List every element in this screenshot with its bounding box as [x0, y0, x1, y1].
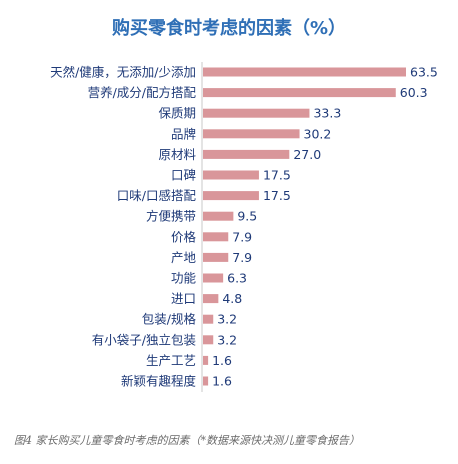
category-label: 原材料	[158, 147, 196, 162]
category-label: 营养/成分/配方搭配	[88, 85, 197, 100]
bar	[203, 67, 406, 77]
bar	[203, 314, 214, 324]
value-label: 30.2	[304, 126, 332, 141]
bar	[203, 252, 229, 262]
bar	[203, 108, 310, 118]
category-label: 口味/口感搭配	[117, 188, 197, 203]
category-label: 天然/健康，无添加/少添加	[50, 65, 196, 80]
category-label: 新颖有趣程度	[121, 374, 197, 389]
value-label: 3.2	[217, 312, 237, 327]
value-label: 1.6	[212, 353, 232, 368]
value-label: 9.5	[237, 209, 257, 224]
category-label: 进口	[171, 291, 196, 306]
bar	[203, 88, 396, 98]
value-label: 17.5	[263, 188, 291, 203]
bar	[203, 211, 234, 221]
bar	[203, 273, 224, 283]
bar-chart: 天然/健康，无添加/少添加 63.5 营养/成分/配方搭配 60.3 保质期 33.3 品牌…	[50, 62, 438, 392]
bar	[203, 335, 214, 345]
value-label: 27.0	[293, 147, 321, 162]
bar	[203, 191, 259, 201]
bar	[203, 170, 259, 180]
value-label: 1.6	[212, 374, 232, 389]
value-label: 63.5	[410, 65, 438, 80]
figure-caption: 图4 家长购买儿童零食时考虑的因素（*数据来源快决测儿童零食报告）	[14, 434, 360, 447]
bar	[203, 294, 219, 304]
category-label: 价格	[171, 229, 197, 244]
category-label: 有小袋子/独立包装	[92, 332, 196, 347]
category-label: 方便携带	[146, 209, 196, 224]
bar	[203, 355, 209, 365]
bar	[203, 376, 209, 386]
value-label: 6.3	[227, 271, 247, 286]
category-label: 产地	[171, 250, 197, 265]
category-label: 功能	[171, 271, 197, 286]
category-label: 口碑	[171, 168, 196, 183]
bars-layer: 天然/健康，无添加/少添加 63.5 营养/成分/配方搭配 60.3 保质期 33.3 品牌…	[50, 65, 438, 389]
category-label: 品牌	[171, 126, 196, 141]
chart-title: 购买零食时考虑的因素（%）	[111, 18, 347, 39]
value-label: 4.8	[222, 291, 242, 306]
value-label: 60.3	[400, 85, 428, 100]
category-label: 包装/规格	[142, 312, 197, 327]
value-label: 3.2	[217, 332, 237, 347]
bar	[203, 149, 290, 159]
value-label: 33.3	[313, 106, 341, 121]
value-label: 7.9	[232, 250, 252, 265]
bar	[203, 129, 300, 139]
category-label: 保质期	[158, 106, 196, 121]
value-label: 17.5	[263, 168, 291, 183]
category-label: 生产工艺	[146, 353, 196, 368]
value-label: 7.9	[232, 229, 252, 244]
bar	[203, 232, 229, 242]
